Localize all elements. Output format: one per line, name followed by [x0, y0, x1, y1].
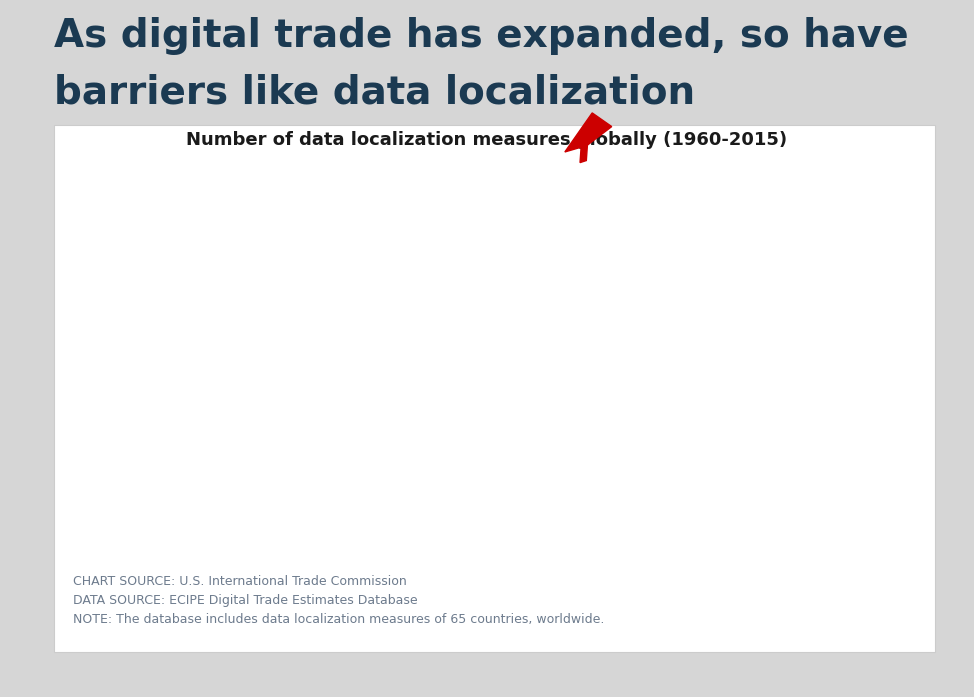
- Text: CHART SOURCE: U.S. International Trade Commission: CHART SOURCE: U.S. International Trade C…: [73, 575, 407, 588]
- Text: barriers like data localization: barriers like data localization: [54, 73, 694, 112]
- Text: DATA SOURCE: ECIPE Digital Trade Estimates Database: DATA SOURCE: ECIPE Digital Trade Estimat…: [73, 594, 418, 607]
- Text: Number of data localization measures globally (1960-2015): Number of data localization measures glo…: [186, 131, 788, 149]
- Text: As digital trade has expanded, so have: As digital trade has expanded, so have: [54, 17, 908, 56]
- Text: NOTE: The database includes data localization measures of 65 countries, worldwid: NOTE: The database includes data localiz…: [73, 613, 605, 626]
